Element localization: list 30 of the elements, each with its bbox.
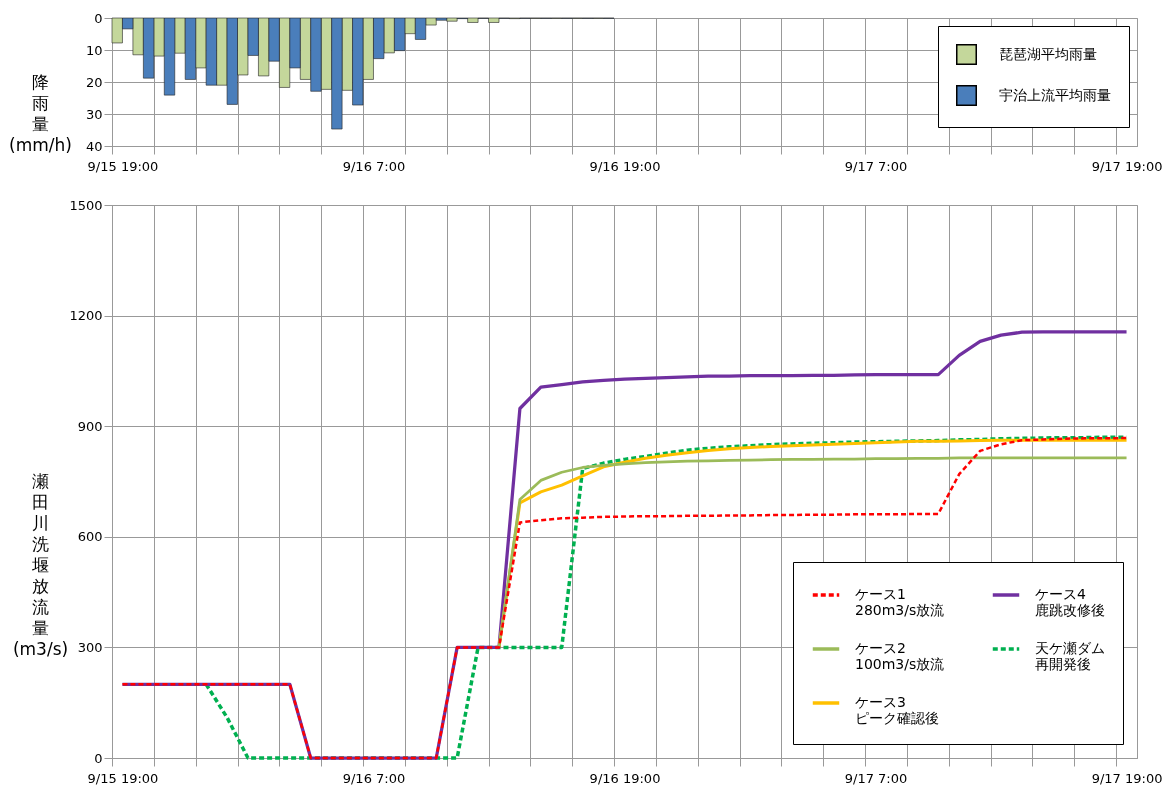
x-tick-label: 9/16 7:00 — [342, 770, 406, 786]
text: 瀬田川洗堰放流量 (m3/s) — [12, 471, 69, 659]
y-axis-title: 降雨量 (mm/h) — [9, 71, 72, 155]
x-tick-label: 9/17 7:00 — [844, 770, 908, 786]
legend-label: ケース2 100m3/s放流 — [855, 640, 945, 672]
x-tick-label: 9/16 7:00 — [342, 158, 406, 174]
y-tick-label: 0 — [94, 10, 103, 26]
y-tick-label: 1200 — [69, 308, 103, 324]
x-tick-label: 9/17 19:00 — [1091, 770, 1163, 786]
x-tick-label: 9/15 19:00 — [87, 158, 159, 174]
y-tick-label: 20 — [85, 74, 103, 90]
legend-label: ケース1 280m3/s放流 — [855, 586, 945, 618]
legend-label: 宇治上流平均雨量 — [999, 86, 1111, 103]
y-tick-label: 600 — [77, 529, 103, 545]
x-tick-label: 9/16 19:00 — [589, 770, 661, 786]
legend-label: 琵琶湖平均雨量 — [999, 45, 1097, 62]
x-tick-label: 9/17 7:00 — [844, 158, 908, 174]
y-tick-label: 300 — [77, 639, 103, 655]
y-tick-label: 0 — [94, 750, 103, 766]
legend-label: 天ケ瀬ダム再開発後 — [1035, 640, 1105, 672]
x-tick-label: 9/16 19:00 — [589, 158, 661, 174]
y-tick-label: 30 — [85, 106, 103, 122]
y-tick-label: 10 — [85, 42, 103, 58]
legend-label: ケース3 ピーク確認後 — [855, 694, 939, 726]
y-tick-label: 40 — [85, 138, 103, 154]
y-tick-label: 900 — [77, 418, 103, 434]
legend-label: ケース4 鹿跳改修後 — [1035, 586, 1105, 618]
x-tick-label: 9/17 19:00 — [1091, 158, 1163, 174]
y-tick-label: 1500 — [69, 197, 103, 213]
x-tick-label: 9/15 19:00 — [87, 770, 159, 786]
